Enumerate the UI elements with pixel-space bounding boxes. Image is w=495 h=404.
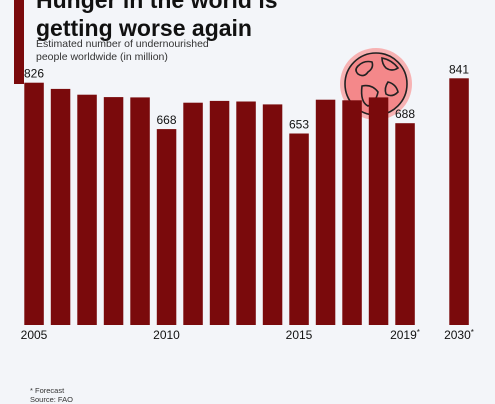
forecast-note: * Forecast <box>30 386 65 395</box>
data-label-2005: 826 <box>24 67 44 81</box>
tick-label-2010: 2010 <box>153 328 180 342</box>
data-label-2030: 841 <box>449 62 469 76</box>
bar-2015 <box>289 133 309 325</box>
bar-2010 <box>156 129 177 325</box>
accent-bar <box>14 0 24 84</box>
chart-subtitle: Estimated number of undernourished peopl… <box>36 38 209 64</box>
tick-label-2019: 2019* <box>390 328 420 342</box>
bar-2005 <box>24 82 44 325</box>
bar-2011 <box>183 102 203 325</box>
title-line-2: getting worse again <box>36 15 252 41</box>
bar-2014 <box>262 104 283 326</box>
bar-2007 <box>77 94 97 325</box>
bar-2016 <box>315 99 336 325</box>
bar-2018 <box>368 97 389 326</box>
bar-2012 <box>209 100 230 326</box>
bar-2017 <box>342 100 362 325</box>
data-label-2019: 688 <box>395 107 415 121</box>
data-label-2010: 668 <box>156 113 176 127</box>
data-label-2015: 653 <box>289 118 309 132</box>
bar-2006 <box>50 88 71 326</box>
bar-2019 <box>395 123 415 325</box>
tick-label-2005: 2005 <box>21 328 48 342</box>
bar-2009 <box>130 97 150 326</box>
subtitle-line-2: people worldwide (in million) <box>36 51 168 63</box>
bar-2013 <box>236 101 256 325</box>
title-line-1: Hunger in the world is <box>36 0 278 13</box>
bar-2008 <box>103 97 124 325</box>
subtitle-line-1: Estimated number of undernourished <box>36 38 209 50</box>
tick-label-2015: 2015 <box>286 328 313 342</box>
footnotes: * Forecast Source: FAO <box>30 386 73 404</box>
tick-label-2030: 2030* <box>444 328 474 342</box>
bar-2030 <box>449 78 469 325</box>
chart-title: Hunger in the world is getting worse aga… <box>36 0 278 42</box>
